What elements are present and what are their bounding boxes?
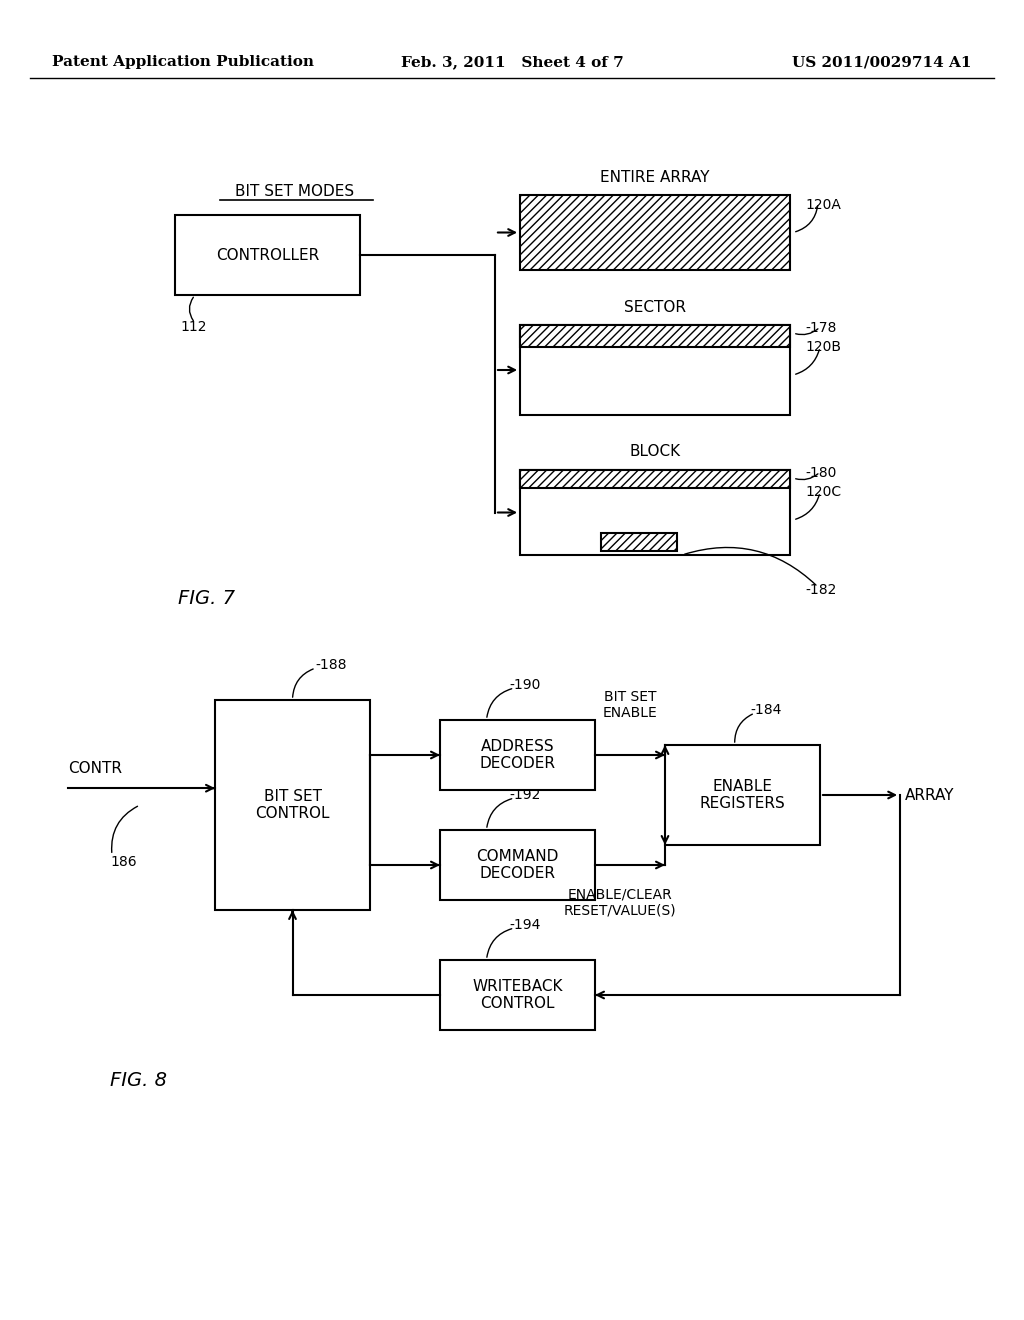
- Text: FIG. 8: FIG. 8: [110, 1071, 167, 1089]
- Text: COMMAND
DECODER: COMMAND DECODER: [476, 849, 559, 882]
- Bar: [215, 700, 370, 909]
- Text: -188: -188: [315, 657, 347, 672]
- Text: CONTR: CONTR: [68, 760, 122, 776]
- Text: ENABLE/CLEAR
RESET/VALUE(S): ENABLE/CLEAR RESET/VALUE(S): [563, 887, 676, 917]
- Text: BIT SET
CONTROL: BIT SET CONTROL: [255, 789, 330, 821]
- Text: 186: 186: [110, 854, 136, 869]
- Text: -182: -182: [805, 583, 837, 597]
- Text: WRITEBACK
CONTROL: WRITEBACK CONTROL: [472, 979, 563, 1011]
- Bar: [440, 960, 595, 1030]
- Text: -180: -180: [805, 466, 837, 480]
- Text: ENTIRE ARRAY: ENTIRE ARRAY: [600, 169, 710, 185]
- Text: BIT SET MODES: BIT SET MODES: [236, 185, 354, 199]
- Text: -178: -178: [805, 321, 837, 335]
- Text: SECTOR: SECTOR: [624, 300, 686, 314]
- Bar: [601, 533, 677, 550]
- Text: US 2011/0029714 A1: US 2011/0029714 A1: [793, 55, 972, 69]
- Text: 120B: 120B: [805, 341, 841, 354]
- Bar: [520, 470, 790, 554]
- Text: -184: -184: [751, 704, 781, 717]
- Text: 120C: 120C: [805, 484, 841, 499]
- Text: Feb. 3, 2011   Sheet 4 of 7: Feb. 3, 2011 Sheet 4 of 7: [400, 55, 624, 69]
- Text: -190: -190: [510, 678, 541, 692]
- Bar: [520, 325, 790, 347]
- Bar: [440, 719, 595, 789]
- Bar: [665, 744, 820, 845]
- Bar: [520, 325, 790, 414]
- Bar: [175, 215, 360, 294]
- Text: ADDRESS
DECODER: ADDRESS DECODER: [479, 739, 555, 771]
- Text: BLOCK: BLOCK: [630, 445, 681, 459]
- Text: 112: 112: [180, 319, 207, 334]
- Text: -194: -194: [510, 917, 541, 932]
- Text: CONTROLLER: CONTROLLER: [216, 248, 319, 263]
- Text: ARRAY: ARRAY: [905, 788, 954, 803]
- Text: Patent Application Publication: Patent Application Publication: [52, 55, 314, 69]
- Bar: [440, 830, 595, 900]
- Text: 120A: 120A: [805, 198, 841, 213]
- Text: BIT SET
ENABLE: BIT SET ENABLE: [603, 690, 657, 721]
- Bar: [520, 470, 790, 488]
- Bar: [520, 195, 790, 271]
- Text: ENABLE
REGISTERS: ENABLE REGISTERS: [699, 779, 785, 812]
- Text: -192: -192: [510, 788, 541, 803]
- Text: FIG. 7: FIG. 7: [178, 589, 234, 607]
